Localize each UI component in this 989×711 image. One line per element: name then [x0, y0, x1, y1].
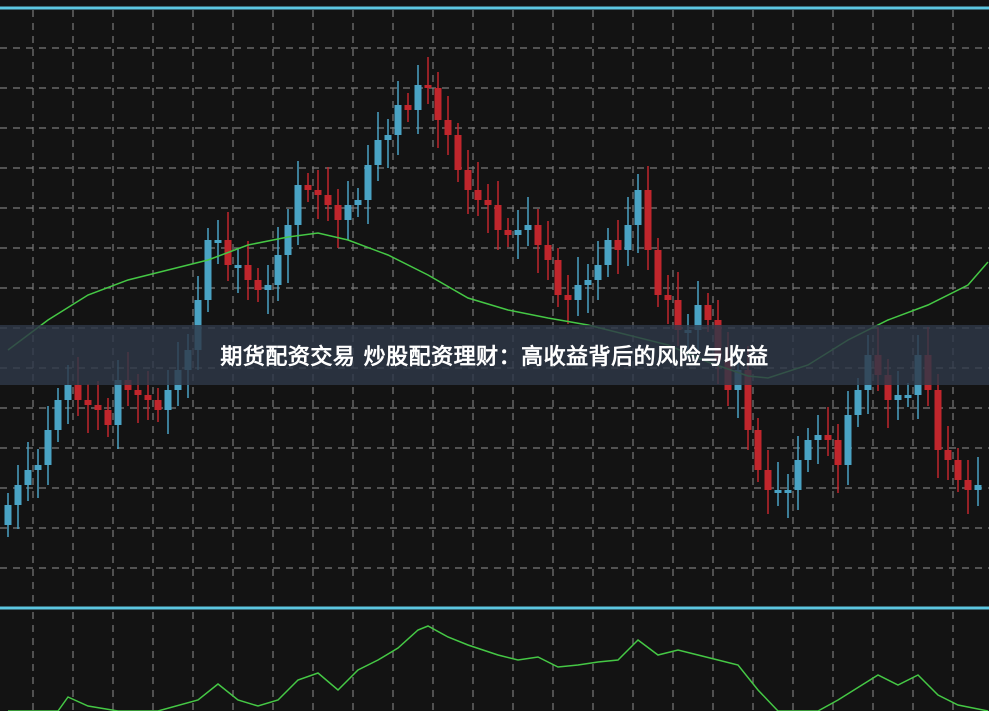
candle-up	[284, 225, 292, 255]
candle-up	[44, 430, 52, 465]
candle-up	[4, 505, 12, 525]
candle-down	[434, 88, 442, 120]
candle-up	[294, 185, 302, 225]
candle-down	[504, 230, 512, 235]
candle-down	[614, 240, 622, 250]
candle-up	[794, 460, 802, 490]
candle-up	[34, 465, 42, 470]
candle-down	[304, 185, 312, 190]
candle-up	[524, 225, 532, 230]
candle-up	[54, 400, 62, 430]
candle-up	[384, 135, 392, 140]
candle-down	[324, 195, 332, 205]
candle-up	[354, 200, 362, 205]
candle-up	[814, 435, 822, 440]
candle-up	[14, 485, 22, 505]
candle-down	[144, 395, 152, 400]
candle-down	[474, 190, 482, 200]
candle-up	[344, 205, 352, 220]
candle-up	[784, 490, 792, 493]
candle-down	[824, 435, 832, 440]
candle-down	[934, 390, 942, 450]
candle-down	[704, 305, 712, 320]
candle-up	[804, 440, 812, 460]
candle-up	[574, 285, 582, 300]
candle-down	[494, 205, 502, 230]
candle-down	[564, 295, 572, 300]
candle-down	[664, 295, 672, 300]
candle-up	[214, 240, 222, 243]
candle-down	[964, 480, 972, 490]
candle-up	[24, 470, 32, 485]
title-banner: 期货配资交易 炒股配资理财：高收益背后的风险与收益	[0, 325, 989, 385]
candle-down	[404, 105, 412, 110]
candle-up	[394, 105, 402, 135]
candle-up	[774, 490, 782, 493]
candle-up	[904, 395, 912, 398]
candle-down	[454, 135, 462, 170]
candle-up	[694, 305, 702, 330]
candle-down	[464, 170, 472, 190]
candle-down	[544, 245, 552, 260]
candle-up	[604, 240, 612, 265]
banner-title: 期货配资交易 炒股配资理财：高收益背后的风险与收益	[220, 345, 769, 370]
candle-down	[104, 410, 112, 425]
candle-up	[594, 265, 602, 280]
candle-up	[204, 240, 212, 300]
candle-down	[884, 375, 892, 400]
candle-up	[234, 265, 242, 268]
candle-up	[264, 285, 272, 290]
candle-down	[74, 385, 82, 400]
candle-up	[364, 165, 372, 200]
candle-down	[554, 260, 562, 295]
candle-up	[584, 280, 592, 285]
candle-down	[754, 430, 762, 470]
candle-up	[974, 485, 982, 490]
candle-down	[124, 380, 132, 390]
candle-down	[834, 440, 842, 465]
candle-up	[414, 85, 422, 110]
candle-down	[954, 460, 962, 480]
candle-down	[644, 190, 652, 250]
candle-up	[64, 385, 72, 400]
candle-down	[84, 400, 92, 405]
candle-down	[424, 85, 432, 88]
candle-down	[314, 190, 322, 195]
candle-down	[764, 470, 772, 490]
candle-down	[244, 265, 252, 280]
candle-down	[654, 250, 662, 295]
candle-up	[634, 190, 642, 225]
candle-down	[444, 120, 452, 135]
candle-down	[134, 390, 142, 395]
candle-down	[334, 205, 342, 220]
candle-up	[844, 415, 852, 465]
candle-down	[484, 200, 492, 205]
candle-up	[514, 230, 522, 235]
candle-up	[624, 225, 632, 250]
indicator-line	[8, 625, 989, 711]
candle-up	[274, 255, 282, 285]
candle-down	[254, 280, 262, 290]
candle-down	[154, 400, 162, 410]
candle-down	[94, 405, 102, 410]
candle-up	[374, 140, 382, 165]
candle-up	[114, 380, 122, 425]
candle-down	[944, 450, 952, 460]
candle-down	[744, 370, 752, 430]
candle-up	[164, 390, 172, 410]
candle-down	[534, 225, 542, 245]
candle-up	[894, 395, 902, 400]
candle-down	[674, 300, 682, 330]
candle-up	[854, 390, 862, 415]
